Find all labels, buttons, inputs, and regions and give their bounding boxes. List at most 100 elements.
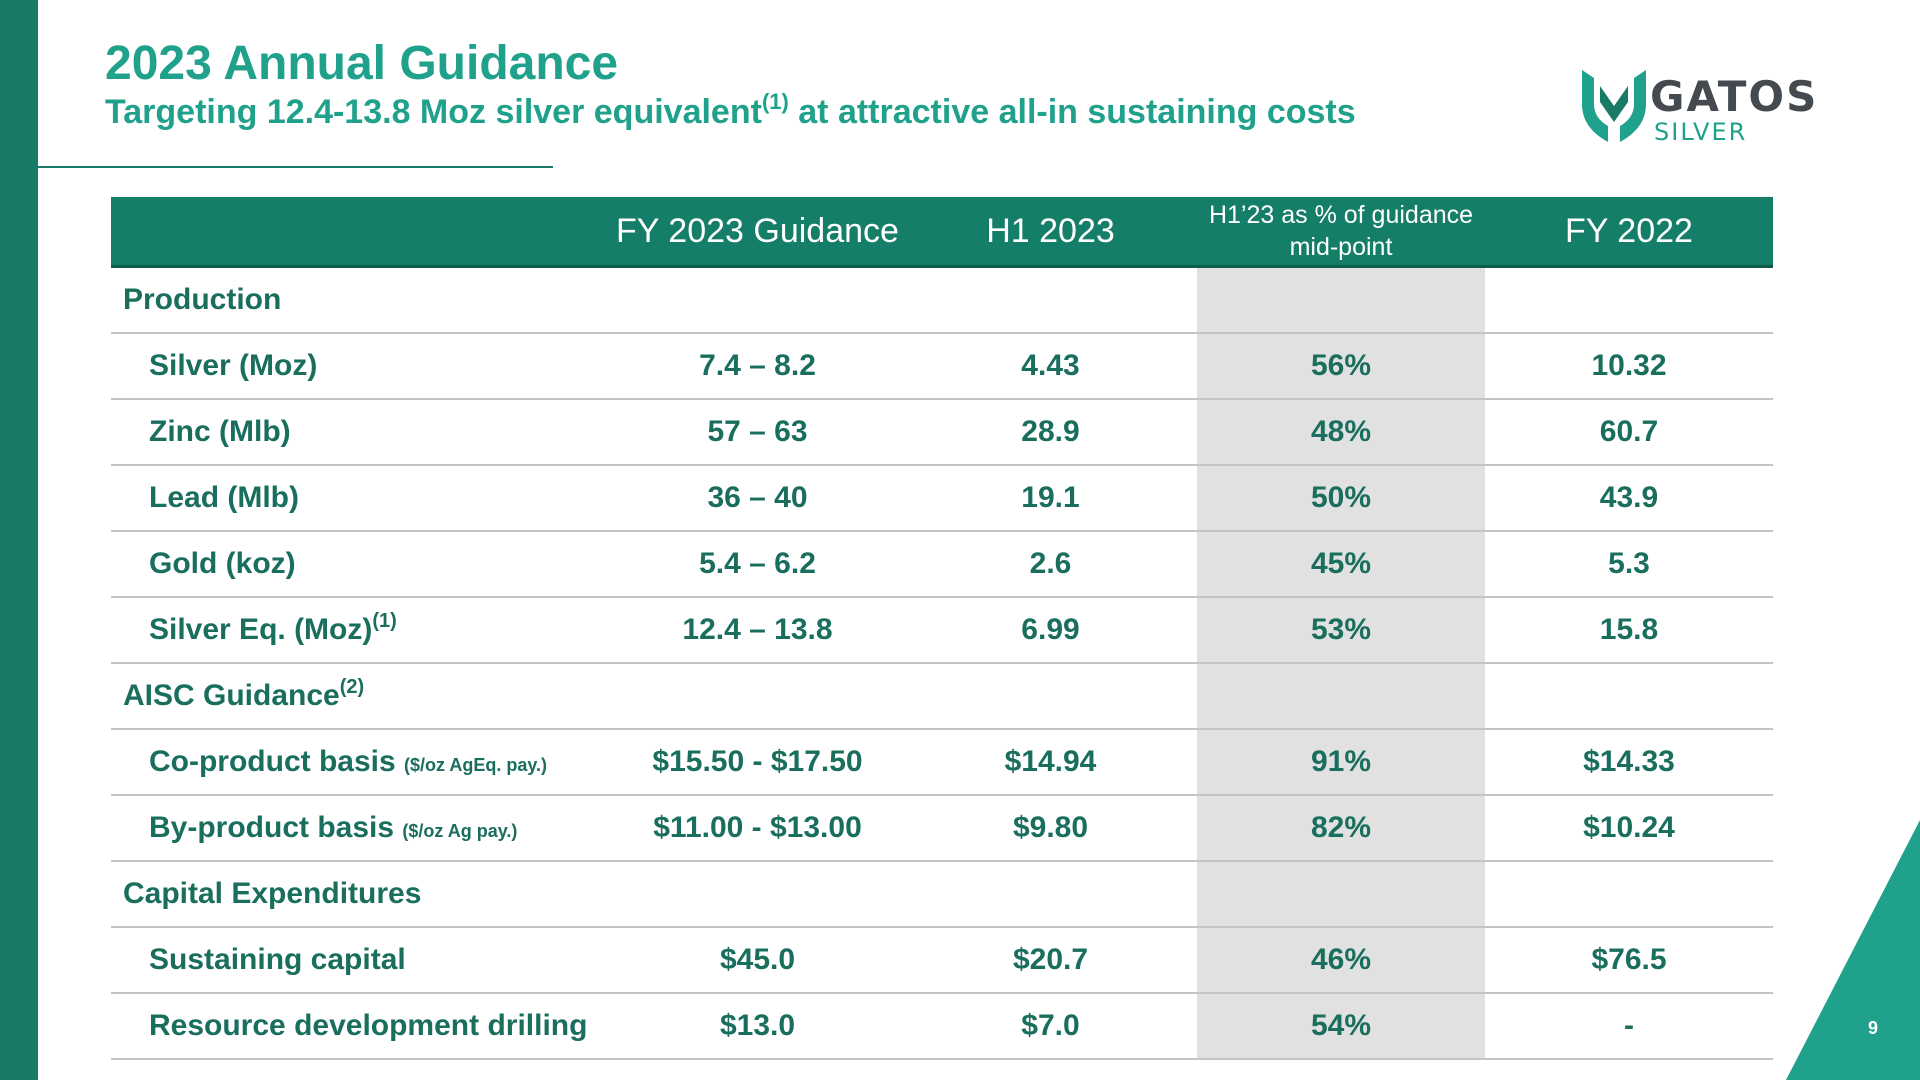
logo-subword: SILVER <box>1654 118 1748 146</box>
corner-accent-triangle <box>1786 820 1920 1080</box>
cell-fy2022: 5.3 <box>1485 531 1773 598</box>
cell-pct-of-guidance: 46% <box>1197 927 1485 994</box>
cell-fy2023-guidance <box>611 861 904 928</box>
table-row: Capital Expenditures <box>111 861 1773 928</box>
cell-fy2023-guidance: 5.4 – 6.2 <box>611 531 904 598</box>
footnote-ref: (1) <box>372 610 397 632</box>
header-label-col <box>111 197 611 268</box>
unit-note: ($/oz Ag pay.) <box>402 821 518 841</box>
cell-fy2023-guidance: $15.50 - $17.50 <box>611 729 904 796</box>
cell-fy2022: $10.24 <box>1485 795 1773 862</box>
cell-fy2023-guidance: $11.00 - $13.00 <box>611 795 904 862</box>
cell-h1-2023: 6.99 <box>904 597 1197 664</box>
table-row: Lead (Mlb) 36 – 40 19.1 50% 43.9 <box>111 465 1773 532</box>
cell-h1-2023: 19.1 <box>904 465 1197 532</box>
left-accent-bar <box>0 0 38 1080</box>
row-label: By-product basis <box>149 811 395 844</box>
table-header-row: FY 2023 Guidance H1 2023 H1’23 as % of g… <box>111 197 1773 268</box>
cell-pct-of-guidance <box>1197 663 1485 730</box>
cell-fy2022: 10.32 <box>1485 333 1773 400</box>
cell-fy2022: $76.5 <box>1485 927 1773 994</box>
cell-fy2022: 43.9 <box>1485 465 1773 532</box>
company-logo: GATOS SILVER <box>1578 66 1830 146</box>
cell-h1-2023: $7.0 <box>904 993 1197 1060</box>
cell-fy2023-guidance: $45.0 <box>611 927 904 994</box>
section-label-cell: Production <box>111 266 611 334</box>
cell-fy2022 <box>1485 861 1773 928</box>
header-h1-2023: H1 2023 <box>904 197 1197 268</box>
cell-h1-2023: $14.94 <box>904 729 1197 796</box>
cell-h1-2023: $9.80 <box>904 795 1197 862</box>
cell-h1-2023: 2.6 <box>904 531 1197 598</box>
cell-pct-of-guidance: 48% <box>1197 399 1485 466</box>
table-row: Silver Eq. (Moz)(1) 12.4 – 13.8 6.99 53% 15.… <box>111 597 1773 664</box>
table-row: AISC Guidance(2) <box>111 663 1773 730</box>
table-row: Co-product basis ($/oz AgEq. pay.) $15.50… <box>111 729 1773 796</box>
cell-fy2023-guidance <box>611 663 904 730</box>
row-label: AISC Guidance <box>123 679 340 712</box>
row-label-cell: Resource development drilling <box>111 993 611 1060</box>
table-row: Gold (koz) 5.4 – 6.2 2.6 45% 5.3 <box>111 531 1773 598</box>
header-pct-of-guidance: H1’23 as % of guidance mid-point <box>1197 197 1485 268</box>
header-fy2022: FY 2022 <box>1485 197 1773 268</box>
row-label: Lead (Mlb) <box>149 481 299 514</box>
row-label-cell: Zinc (Mlb) <box>111 399 611 466</box>
subtitle-main: Targeting 12.4-13.8 Moz silver equivalen… <box>105 93 762 131</box>
cell-pct-of-guidance <box>1197 861 1485 928</box>
page-number: 9 <box>1868 1018 1879 1038</box>
cell-fy2023-guidance: $13.0 <box>611 993 904 1060</box>
page-subtitle: Targeting 12.4-13.8 Moz silver equivalen… <box>105 91 1356 133</box>
footnote-ref: (2) <box>339 676 365 698</box>
row-label: Silver (Moz) <box>149 349 318 382</box>
table-row: Zinc (Mlb) 57 – 63 28.9 48% 60.7 <box>111 399 1773 466</box>
cell-pct-of-guidance: 50% <box>1197 465 1485 532</box>
cell-fy2022 <box>1485 266 1773 334</box>
cell-pct-of-guidance: 45% <box>1197 531 1485 598</box>
row-label-cell: Silver Eq. (Moz)(1) <box>111 597 611 664</box>
subtitle-end: at attractive all-in sustaining costs <box>788 93 1356 131</box>
table-row: Silver (Moz) 7.4 – 8.2 4.43 56% 10.32 <box>111 333 1773 400</box>
cell-fy2023-guidance: 12.4 – 13.8 <box>611 597 904 664</box>
row-label: Silver Eq. (Moz) <box>149 613 373 646</box>
cell-fy2023-guidance: 57 – 63 <box>611 399 904 466</box>
cell-fy2023-guidance <box>611 266 904 334</box>
table-row: Sustaining capital $45.0 $20.7 46% $76.5 <box>111 927 1773 994</box>
row-label: Resource development drilling <box>149 1009 588 1042</box>
row-label: Production <box>123 283 282 316</box>
row-label: Gold (koz) <box>149 547 296 580</box>
table-body: Production Silver (Moz) 7.4 – 8.2 4.43 56% 10… <box>111 266 1773 1060</box>
section-label-cell: AISC Guidance(2) <box>111 663 611 730</box>
header-fy2023-guidance: FY 2023 Guidance <box>611 197 904 268</box>
cell-pct-of-guidance: 82% <box>1197 795 1485 862</box>
row-label: Capital Expenditures <box>123 877 422 910</box>
cell-pct-of-guidance <box>1197 266 1485 334</box>
row-label-cell: Gold (koz) <box>111 531 611 598</box>
cell-h1-2023: 28.9 <box>904 399 1197 466</box>
section-label-cell: Capital Expenditures <box>111 861 611 928</box>
cell-fy2023-guidance: 36 – 40 <box>611 465 904 532</box>
row-label-cell: Sustaining capital <box>111 927 611 994</box>
gatos-shield-logo-icon <box>1582 70 1646 142</box>
title-divider <box>38 166 553 168</box>
cell-pct-of-guidance: 53% <box>1197 597 1485 664</box>
cell-fy2022: 60.7 <box>1485 399 1773 466</box>
cell-fy2022 <box>1485 663 1773 730</box>
cell-pct-of-guidance: 54% <box>1197 993 1485 1060</box>
guidance-table: FY 2023 Guidance H1 2023 H1’23 as % of g… <box>111 197 1773 1060</box>
row-label-cell: Co-product basis ($/oz AgEq. pay.) <box>111 729 611 796</box>
cell-h1-2023 <box>904 266 1197 334</box>
row-label-cell: Silver (Moz) <box>111 333 611 400</box>
cell-h1-2023 <box>904 861 1197 928</box>
cell-pct-of-guidance: 91% <box>1197 729 1485 796</box>
cell-fy2022: 15.8 <box>1485 597 1773 664</box>
row-label-cell: Lead (Mlb) <box>111 465 611 532</box>
row-label: Co-product basis <box>149 745 396 778</box>
table-header: FY 2023 Guidance H1 2023 H1’23 as % of g… <box>111 197 1773 268</box>
cell-fy2023-guidance: 7.4 – 8.2 <box>611 333 904 400</box>
table-row: Production <box>111 266 1773 334</box>
unit-note: ($/oz AgEq. pay.) <box>404 755 548 775</box>
row-label: Zinc (Mlb) <box>149 415 291 448</box>
cell-pct-of-guidance: 56% <box>1197 333 1485 400</box>
logo-wordmark: GATOS <box>1650 72 1819 121</box>
row-label-cell: By-product basis ($/oz Ag pay.) <box>111 795 611 862</box>
